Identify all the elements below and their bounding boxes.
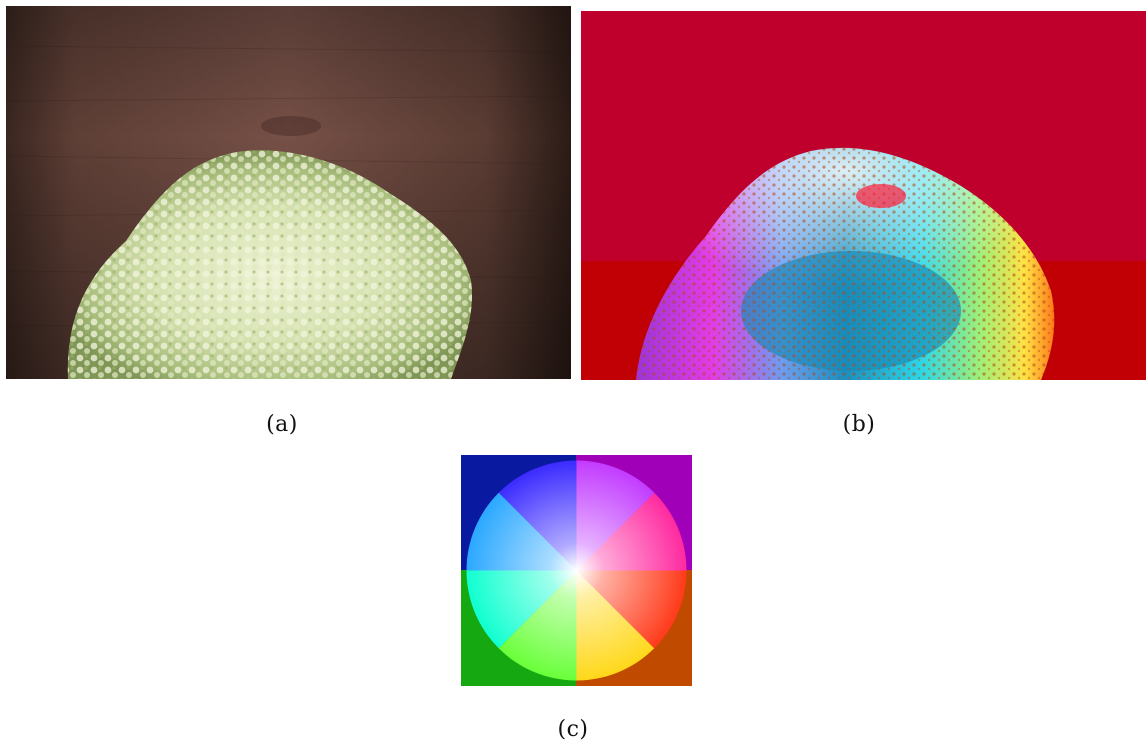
photo-panel-a bbox=[6, 6, 571, 379]
color-wheel bbox=[461, 455, 692, 686]
caption-c: (c) bbox=[557, 717, 589, 742]
optical-flow-image bbox=[581, 11, 1146, 380]
color-wheel-panel-c bbox=[461, 455, 692, 686]
hydrangea-photo bbox=[6, 6, 571, 379]
caption-b: (b) bbox=[842, 412, 876, 437]
caption-a: (a) bbox=[266, 412, 298, 437]
flow-panel-b bbox=[581, 11, 1146, 380]
